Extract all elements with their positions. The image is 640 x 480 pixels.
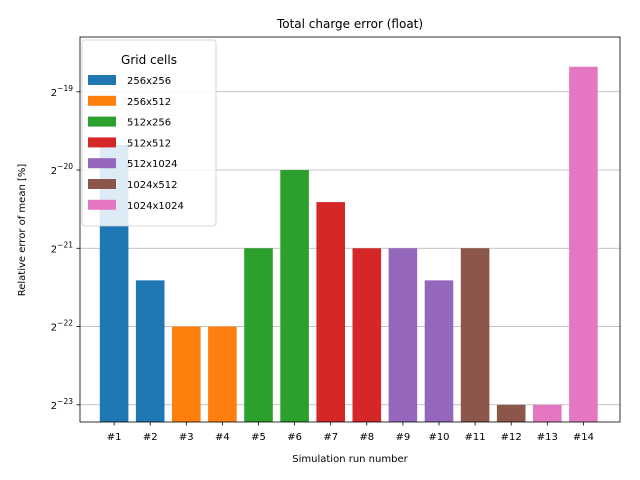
bar [352, 248, 382, 422]
legend-swatch [88, 95, 116, 106]
bar [172, 326, 201, 422]
x-tick-label: #10 [428, 432, 449, 443]
x-tick-label: #9 [396, 432, 411, 443]
chart-title: Total charge error (float) [276, 17, 423, 31]
bar [208, 326, 237, 422]
legend-swatch [88, 179, 116, 189]
bar [496, 404, 526, 422]
x-tick-label: #11 [465, 432, 486, 443]
x-tick-label: #14 [573, 432, 594, 443]
x-tick-label: #12 [501, 432, 522, 443]
y-axis-label: Relative error of mean [%] [17, 164, 28, 297]
legend-swatch [88, 158, 116, 169]
legend-swatch [88, 116, 116, 127]
y-tick-label: 2−22 [51, 319, 73, 334]
legend-label: 512x512 [127, 138, 171, 149]
bar [533, 404, 562, 422]
x-tick-label: #13 [537, 432, 558, 443]
x-tick-label: #8 [359, 432, 374, 443]
legend-title: Grid cells [121, 53, 177, 67]
bar [135, 280, 165, 422]
bar [569, 66, 598, 422]
y-tick-label: 2−19 [51, 84, 73, 99]
x-tick-label: #3 [179, 432, 194, 443]
bar [244, 248, 273, 422]
legend-box [81, 39, 217, 227]
legend-label: 256x256 [127, 76, 171, 87]
bar [460, 248, 490, 422]
x-axis-label: Simulation run number [292, 454, 408, 465]
bar [388, 248, 418, 422]
bar [316, 202, 345, 422]
x-tick-label: #4 [215, 432, 230, 443]
bar [424, 280, 454, 422]
legend-label: 1024x1024 [127, 201, 184, 212]
y-tick-label: 2−23 [51, 397, 73, 412]
legend: Grid cells 256x256 256x512 512x256 512x512 51… [81, 39, 217, 227]
legend-swatch [88, 199, 116, 210]
legend-swatch [88, 137, 116, 148]
y-tick-label: 2−20 [51, 162, 73, 177]
x-tick-label: #2 [143, 432, 158, 443]
x-tick-label: #1 [107, 432, 122, 443]
plot-frame [79, 36, 621, 423]
legend-label: 512x256 [127, 118, 171, 129]
x-tick-label: #5 [251, 432, 266, 443]
legend-swatch [88, 75, 116, 85]
legend-label: 512x1024 [127, 159, 177, 170]
legend-label: 256x512 [127, 97, 171, 108]
x-tick-label: #6 [287, 432, 302, 443]
x-tick-label: #7 [323, 432, 338, 443]
legend-label: 1024x512 [127, 180, 177, 191]
bar [280, 170, 309, 422]
y-tick-label: 2−21 [51, 240, 73, 255]
